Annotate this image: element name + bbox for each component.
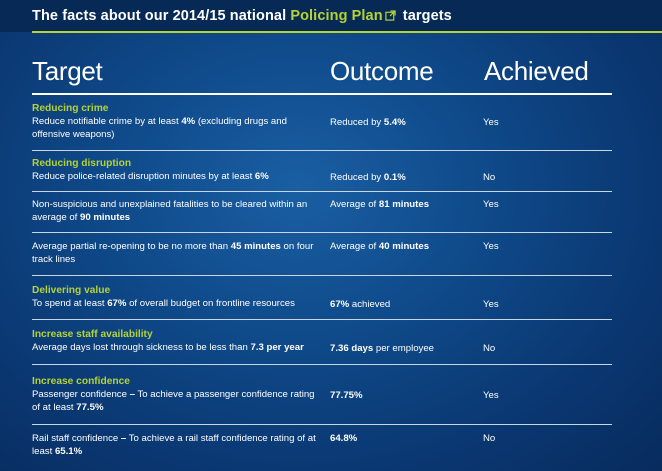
achieved-cell: Yes bbox=[483, 241, 499, 252]
outcome-cell: Reduced by 0.1% bbox=[330, 171, 470, 184]
target-text: Non-suspicious and unexplained fatalitie… bbox=[32, 199, 308, 224]
row-divider bbox=[32, 319, 612, 320]
target-text: To achieve a rail staff confidence ratin… bbox=[32, 433, 316, 458]
section-title: Increase confidence bbox=[32, 376, 130, 387]
target-text: of overall budget on frontline resources bbox=[126, 298, 295, 310]
target-cell: Average partial re-opening to be no more… bbox=[32, 240, 322, 266]
target-value: 7.3 per year bbox=[250, 342, 304, 354]
outcome-cell: Average of 40 minutes bbox=[330, 240, 470, 253]
target-cell: Delivering value To spend at least 67% o… bbox=[32, 284, 322, 310]
outcome-text: per employee bbox=[373, 343, 435, 354]
row-divider bbox=[32, 364, 612, 365]
target-value: 77.5% bbox=[76, 402, 104, 414]
section-title: Reducing disruption bbox=[32, 158, 132, 169]
target-text: To achieve a passenger confidence rating… bbox=[32, 389, 315, 414]
target-value: 45 minutes bbox=[230, 241, 281, 252]
outcome-text: Average of bbox=[330, 199, 379, 210]
target-cell: Increase confidence Passenger confidence… bbox=[32, 375, 322, 415]
target-cell: Rail staff confidence – To achieve a rai… bbox=[32, 432, 322, 458]
outcome-value: 81 minutes bbox=[378, 199, 430, 210]
outcome-value: 64.8% bbox=[330, 433, 358, 444]
column-header-outcome: Outcome bbox=[330, 56, 434, 86]
target-cell: Increase staff availability Average days… bbox=[32, 328, 322, 354]
target-value: 67% bbox=[107, 298, 127, 310]
target-text: Average days lost through sickness to be… bbox=[32, 342, 251, 354]
external-link-icon[interactable] bbox=[384, 10, 396, 21]
target-text: To spend at least bbox=[32, 298, 108, 310]
outcome-text: Reduced by bbox=[330, 172, 384, 183]
row-divider bbox=[32, 150, 612, 151]
outcome-cell: Average of 81 minutes bbox=[330, 198, 470, 211]
outcome-value: 7.36 days bbox=[330, 343, 374, 354]
target-value: – bbox=[129, 389, 135, 401]
column-header-achieved: Achieved bbox=[484, 56, 589, 86]
achieved-cell: No bbox=[483, 343, 496, 354]
outcome-cell: 64.8% bbox=[330, 432, 470, 445]
achieved-cell: Yes bbox=[483, 390, 499, 401]
achieved-cell: Yes bbox=[483, 199, 499, 210]
achieved-cell: No bbox=[483, 172, 496, 183]
section-title: Delivering value bbox=[32, 285, 111, 296]
outcome-text: Reduced by bbox=[330, 117, 384, 128]
target-text: on four track lines bbox=[32, 241, 314, 266]
outcome-text: achieved bbox=[349, 299, 391, 310]
row-divider bbox=[32, 232, 612, 233]
target-cell: Reducing disruption Reduce police-relate… bbox=[32, 157, 322, 183]
section-title: Reducing crime bbox=[32, 103, 109, 114]
target-text: Rail staff confidence bbox=[32, 433, 121, 444]
outcome-value: 0.1% bbox=[383, 172, 406, 183]
outcome-value: 40 minutes bbox=[378, 241, 430, 252]
target-text: (excluding drugs and offensive weapons) bbox=[32, 116, 287, 141]
target-text: Reduce notifiable crime by at least bbox=[32, 116, 182, 128]
section-title: Increase staff availability bbox=[32, 329, 153, 340]
target-text: Passenger confidence bbox=[32, 389, 130, 401]
row-divider bbox=[32, 191, 612, 192]
header-divider bbox=[32, 31, 662, 33]
target-value: 65.1% bbox=[54, 446, 83, 458]
row-divider bbox=[32, 424, 612, 425]
achieved-cell: Yes bbox=[483, 117, 499, 128]
outcome-cell: 77.75% bbox=[330, 389, 470, 402]
target-cell: Non-suspicious and unexplained fatalitie… bbox=[32, 198, 322, 224]
target-value: 90 minutes bbox=[80, 212, 131, 224]
header-row-divider bbox=[32, 93, 612, 95]
page-title: The facts about our 2014/15 national Pol… bbox=[32, 8, 452, 24]
title-suffix: targets bbox=[398, 8, 452, 24]
outcome-cell: 7.36 days per employee bbox=[330, 342, 470, 355]
row-divider bbox=[32, 275, 612, 276]
outcome-text: Average of bbox=[330, 241, 379, 252]
target-value: 6% bbox=[254, 171, 269, 183]
target-text: Average partial re-opening to be no more… bbox=[32, 241, 231, 252]
outcome-value: 5.4% bbox=[383, 117, 406, 128]
target-cell: Reducing crime Reduce notifiable crime b… bbox=[32, 102, 322, 142]
title-prefix: The facts about our 2014/15 national bbox=[32, 8, 291, 24]
outcome-cell: 67% achieved bbox=[330, 298, 470, 311]
achieved-cell: No bbox=[483, 433, 496, 444]
target-text: Reduce police-related disruption minutes… bbox=[32, 171, 255, 183]
outcome-value: 77.75% bbox=[330, 390, 363, 401]
outcome-cell: Reduced by 5.4% bbox=[330, 116, 470, 129]
outcome-value: 67% bbox=[330, 299, 350, 310]
target-value: – bbox=[120, 433, 127, 444]
page-header: The facts about our 2014/15 national Pol… bbox=[0, 0, 662, 32]
column-header-target: Target bbox=[32, 56, 103, 86]
policing-plan-link[interactable]: Policing Plan bbox=[290, 8, 383, 24]
achieved-cell: Yes bbox=[483, 299, 499, 310]
target-value: 4% bbox=[181, 116, 196, 128]
